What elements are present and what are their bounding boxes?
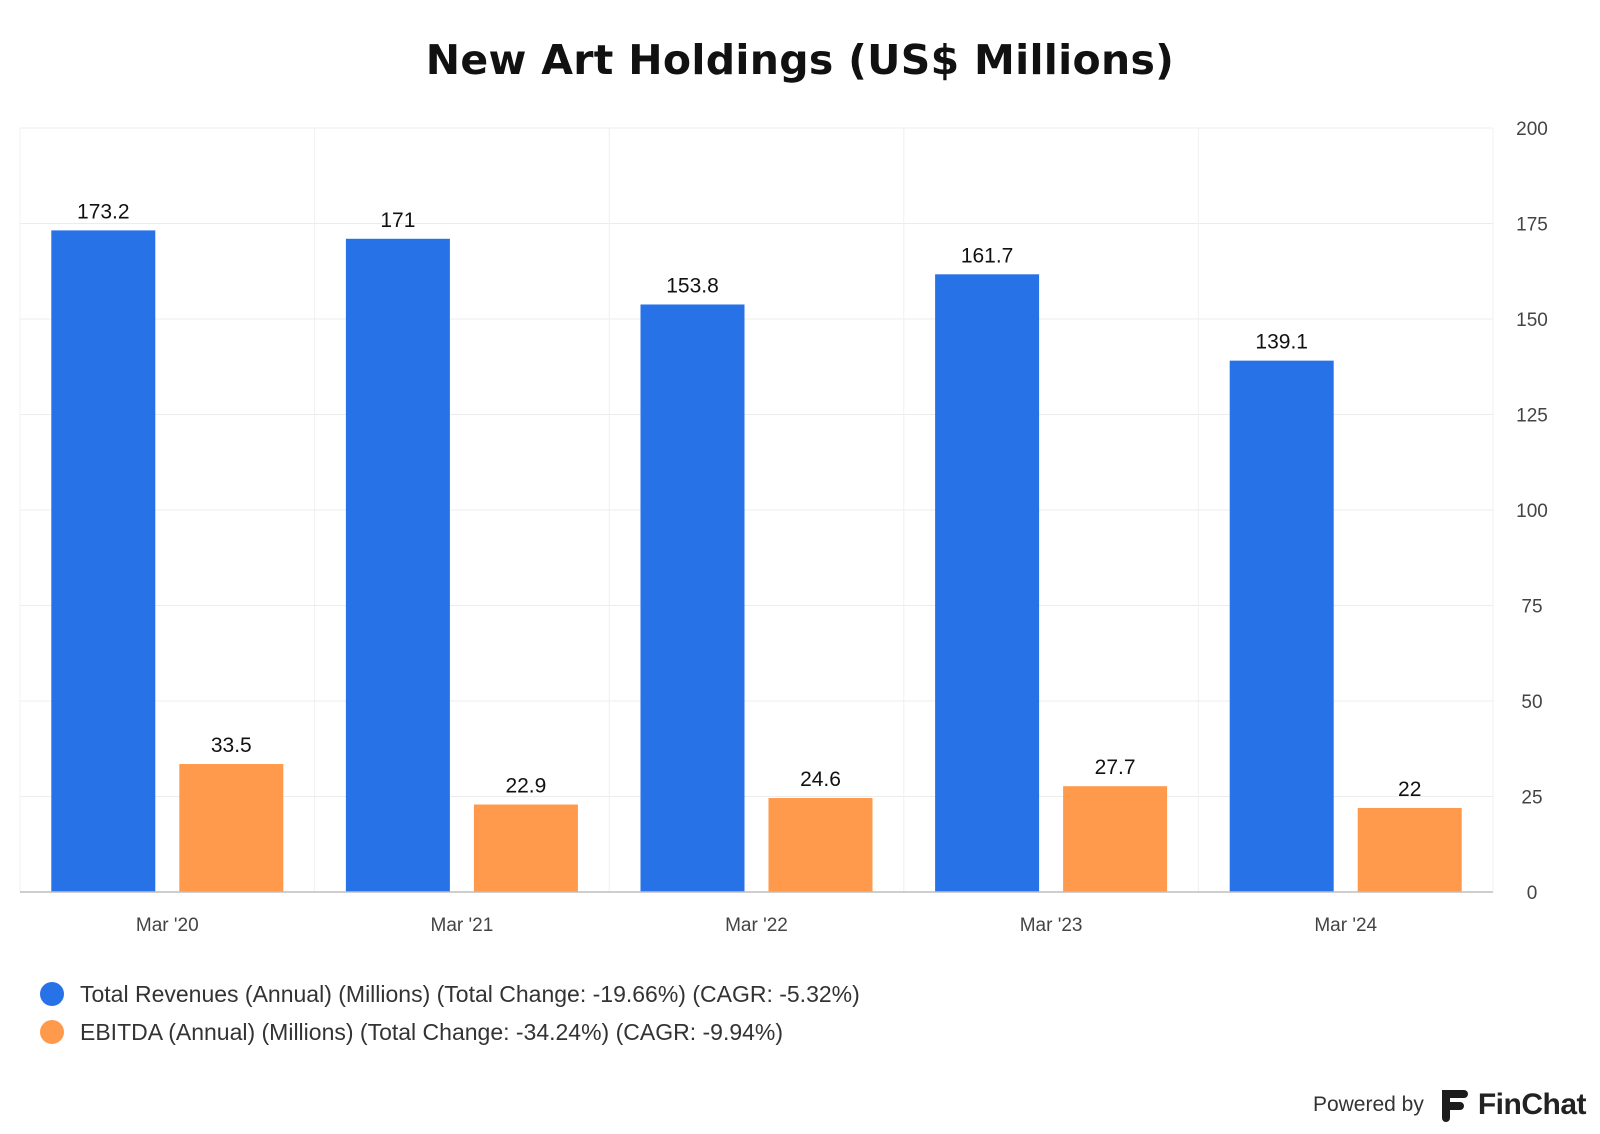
bar-revenue[interactable] [640,304,745,892]
data-label-ebitda: 33.5 [211,734,252,757]
y-tick-label: 75 [1521,597,1542,618]
powered-by-text: Powered by [1312,1093,1424,1116]
data-label-revenue: 161.7 [961,244,1014,267]
bars [51,230,1462,893]
powered-by-badge[interactable]: Powered by FinChat [1312,1088,1587,1122]
legend-dot-ebitda [40,1020,64,1044]
bar-ebitda[interactable] [768,798,873,892]
bar-revenue[interactable] [345,238,450,892]
x-tick-label: Mar '23 [1020,915,1083,936]
data-label-revenue: 153.8 [666,274,719,297]
finchat-brand-name: FinChat [1477,1088,1587,1121]
y-axis-tick-labels: 0 25 50 75 100 125 150 175 200 [1516,119,1548,904]
y-tick-label: 175 [1516,215,1548,236]
data-label-ebitda: 24.6 [800,768,841,791]
data-label-ebitda: 22.9 [505,775,546,798]
x-tick-label: Mar '22 [725,915,788,936]
bar-revenue[interactable] [935,274,1040,892]
legend-label-ebitda: EBITDA (Annual) (Millions) (Total Change… [80,1018,784,1045]
data-label-revenue: 173.2 [77,200,130,223]
y-tick-label: 125 [1516,406,1548,427]
y-tick-label: 25 [1521,788,1542,809]
data-label-revenue: 171 [380,209,415,232]
bar-ebitda[interactable] [1063,786,1168,892]
x-tick-label: Mar '21 [431,915,494,936]
legend: Total Revenues (Annual) (Millions) (Tota… [40,975,860,1051]
y-tick-label: 50 [1521,692,1542,713]
data-label-ebitda: 27.7 [1095,756,1136,779]
bar-ebitda[interactable] [179,764,284,892]
bar-revenue[interactable] [51,230,156,893]
x-tick-label: Mar '20 [136,915,199,936]
data-label-revenue: 139.1 [1255,331,1308,354]
data-labels: 173.2 33.5 171 22.9 153.8 24.6 161.7 27.7 139.1 2… [77,200,1421,801]
y-tick-label: 150 [1516,310,1548,331]
y-tick-label: 100 [1516,501,1548,522]
data-label-ebitda: 22 [1398,778,1421,801]
y-tick-label: 200 [1516,119,1548,140]
x-tick-label: Mar '24 [1314,915,1377,936]
finchat-logo-icon [1441,1090,1468,1122]
bar-revenue[interactable] [1229,360,1334,892]
legend-item-ebitda[interactable]: EBITDA (Annual) (Millions) (Total Change… [40,1013,860,1051]
chart-title: New Art Holdings (US$ Millions) [425,36,1175,84]
legend-item-revenues[interactable]: Total Revenues (Annual) (Millions) (Tota… [40,975,860,1013]
gridlines [19,127,1494,892]
x-axis-tick-labels: Mar '20 Mar '21 Mar '22 Mar '23 Mar '24 [136,915,1378,936]
legend-dot-revenues [40,982,64,1006]
bar-ebitda[interactable] [1357,807,1462,892]
bar-ebitda[interactable] [473,804,578,892]
legend-label-revenues: Total Revenues (Annual) (Millions) (Tota… [80,980,860,1007]
y-tick-label: 0 [1527,883,1538,904]
